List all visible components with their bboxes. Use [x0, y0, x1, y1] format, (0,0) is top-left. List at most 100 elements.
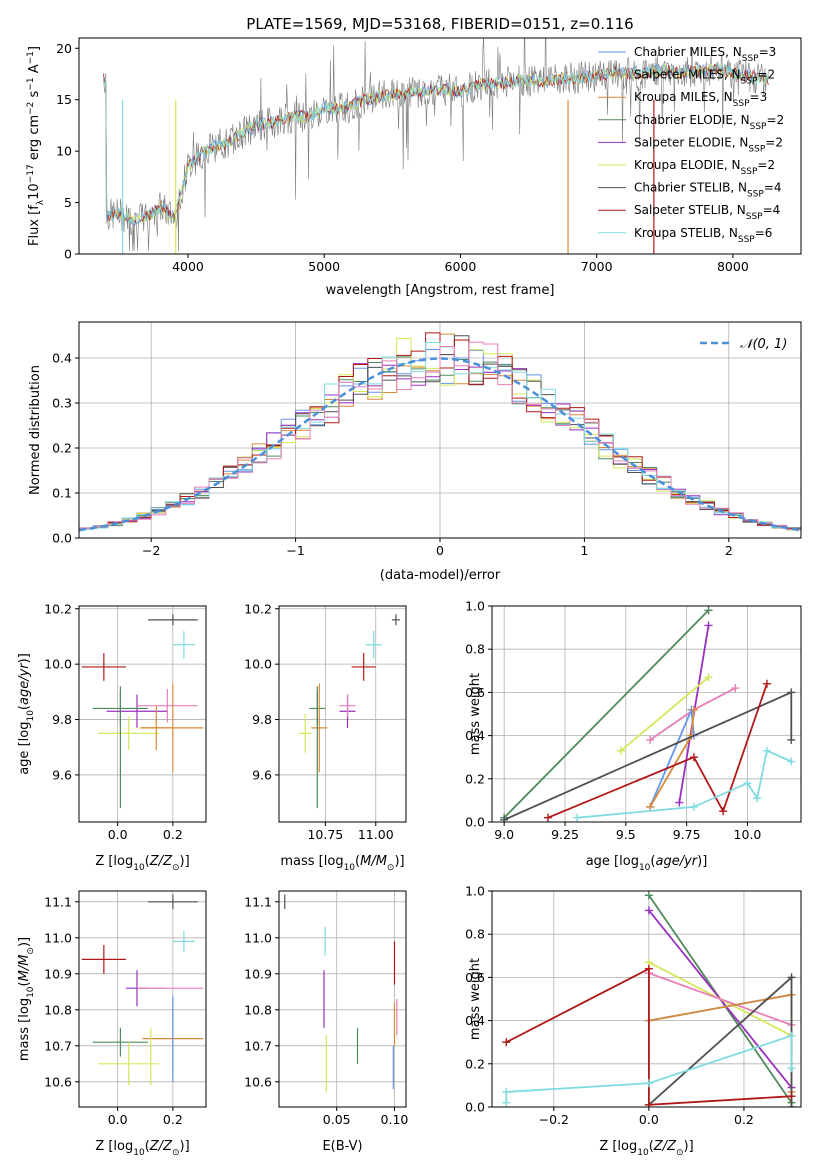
- weight-line: [505, 967, 792, 1106]
- y-tick-label: 0.2: [465, 771, 485, 786]
- axes-frame: [278, 605, 407, 823]
- x-tick-label: −2: [142, 543, 160, 558]
- y-tick-label: 0.4: [465, 728, 485, 743]
- y-tick-label: 0.1: [52, 486, 72, 501]
- y-tick-label: 10.2: [44, 601, 72, 616]
- y-tick-label: 0.8: [465, 927, 485, 942]
- legend-label: Chabrier ELODIE, NSSP=2: [634, 113, 784, 132]
- y-tick-label: 10.7: [44, 1038, 72, 1053]
- y-tick-label: 11.1: [44, 894, 72, 909]
- y-tick-label: 0.0: [52, 531, 72, 546]
- weight-series: [616, 673, 713, 755]
- x-tick-label: 0.2: [734, 1112, 754, 1127]
- weight-series: [644, 969, 796, 1029]
- y-axis-label: age [log10(age/yr)]: [17, 653, 36, 775]
- y-tick-label: 11.1: [244, 894, 272, 909]
- plot-area: [284, 894, 398, 1093]
- y-tick-label: 1.0: [465, 884, 485, 899]
- legend-label: Kroupa ELODIE, NSSP=2: [634, 158, 775, 177]
- x-axis-label: Z [log10(Z/Z⊙)]: [599, 1139, 693, 1158]
- weight-line: [577, 749, 792, 819]
- error-bar-point: [339, 694, 356, 717]
- y-tick-label: 20: [56, 41, 72, 56]
- plot-area: [500, 606, 796, 822]
- y-tick-label: 10.6: [44, 1074, 72, 1089]
- plot-area: [81, 614, 204, 809]
- x-tick-label: 4000: [172, 259, 204, 274]
- normal-curve: [79, 357, 801, 532]
- y-tick-label: 10.9: [244, 966, 272, 981]
- error-bar-point: [136, 689, 198, 723]
- y-tick-label: 0.8: [465, 642, 485, 657]
- y-tick-label: 0.4: [52, 351, 72, 366]
- legend-label: Kroupa STELIB, NSSP=6: [634, 226, 772, 245]
- x-tick-label: 9.0: [494, 827, 514, 842]
- axes-frame: [278, 890, 407, 1108]
- axes-age_vs_Z: 0.0 0.2 9.6 9.8 10.0 10.2 Z [log10(Z/Z⊙)] age […: [17, 601, 207, 873]
- y-axis-label: mass weight: [468, 673, 483, 755]
- y-tick-label: 10.6: [244, 1074, 272, 1089]
- y-tick-label: 10.7: [244, 1038, 272, 1053]
- axes-age_vs_mass: 10.75 11.00 9.6 9.8 10.0 10.2 mass [log10(M/M⊙…: [244, 601, 407, 873]
- error-bar-point: [139, 705, 173, 750]
- y-tick-label: 0.6: [465, 970, 485, 985]
- error-bar-point: [391, 614, 400, 626]
- y-tick-label: 0: [64, 247, 72, 262]
- y-tick-label: 0.4: [465, 1013, 485, 1028]
- weight-series: [644, 990, 796, 1096]
- y-tick-label: 9.8: [52, 712, 72, 727]
- legend-label: Salpeter ELODIE, NSSP=2: [634, 135, 783, 154]
- weight-line: [503, 691, 793, 821]
- x-tick-label: 10.75: [307, 827, 343, 842]
- x-tick-label: 0.0: [108, 827, 128, 842]
- y-tick-label: 0.0: [465, 815, 485, 830]
- error-bar-point: [98, 1042, 160, 1086]
- axes-frame: [78, 890, 207, 1108]
- x-tick-label: 1: [580, 543, 588, 558]
- weight-series: [573, 746, 796, 822]
- x-tick-label: 9.25: [551, 827, 579, 842]
- axes-spectrum: 4000 5000 6000 7000 8000 0 5 10 15 20 Chabrier MIL…: [26, 37, 802, 298]
- error-bar-point: [311, 683, 328, 773]
- legend-label: Chabrier STELIB, NSSP=4: [634, 181, 782, 200]
- error-bar-point: [98, 716, 160, 750]
- y-tick-label: 10.0: [244, 657, 272, 672]
- axes-frame: [78, 37, 802, 255]
- weight-series: [646, 705, 698, 811]
- error-bar-point: [172, 630, 195, 659]
- x-tick-label: 9.5: [616, 827, 636, 842]
- error-bar-point: [148, 614, 198, 626]
- weight-line: [503, 609, 710, 819]
- weight-line: [620, 676, 710, 752]
- weight-series: [543, 679, 771, 822]
- axes-mass_vs_ebv: 0.05 0.10 10.6 10.7 10.8 10.9 11.0 11.1 E(B-V): [244, 890, 408, 1154]
- x-axis-label: Z [log10(Z/Z⊙)]: [95, 854, 189, 873]
- legend-histogram: 𝒩(0, 1): [700, 337, 787, 352]
- plot-area: [81, 894, 204, 1086]
- plot-area: [299, 614, 400, 809]
- y-tick-label: 11.0: [244, 930, 272, 945]
- figure-title: PLATE=1569, MJD=53168, FIBERID=0151, z=0…: [246, 15, 633, 33]
- weight-line: [648, 972, 792, 1026]
- weight-series: [500, 688, 796, 822]
- axes-frame: [491, 605, 802, 823]
- x-axis-label: E(B-V): [322, 1139, 362, 1154]
- y-tick-label: 0.2: [52, 441, 72, 456]
- y-tick-label: 9.6: [52, 767, 72, 782]
- error-bar-point: [148, 894, 198, 909]
- axes-frame: [78, 605, 207, 823]
- error-bar-point: [299, 714, 312, 753]
- x-tick-label: 10.0: [734, 827, 762, 842]
- y-tick-label: 0.6: [465, 685, 485, 700]
- x-tick-label: 0.2: [163, 827, 183, 842]
- y-tick-label: 0.0: [465, 1100, 485, 1115]
- legend-label: Salpeter STELIB, NSSP=4: [634, 203, 780, 222]
- plot-area: [79, 332, 801, 532]
- error-bar-point: [81, 945, 126, 974]
- x-tick-label: 2: [725, 543, 733, 558]
- axes-frame: [491, 890, 802, 1108]
- legend-label: 𝒩(0, 1): [740, 337, 787, 352]
- y-axis-label: mass [log10(M/M⊙)]: [17, 937, 36, 1061]
